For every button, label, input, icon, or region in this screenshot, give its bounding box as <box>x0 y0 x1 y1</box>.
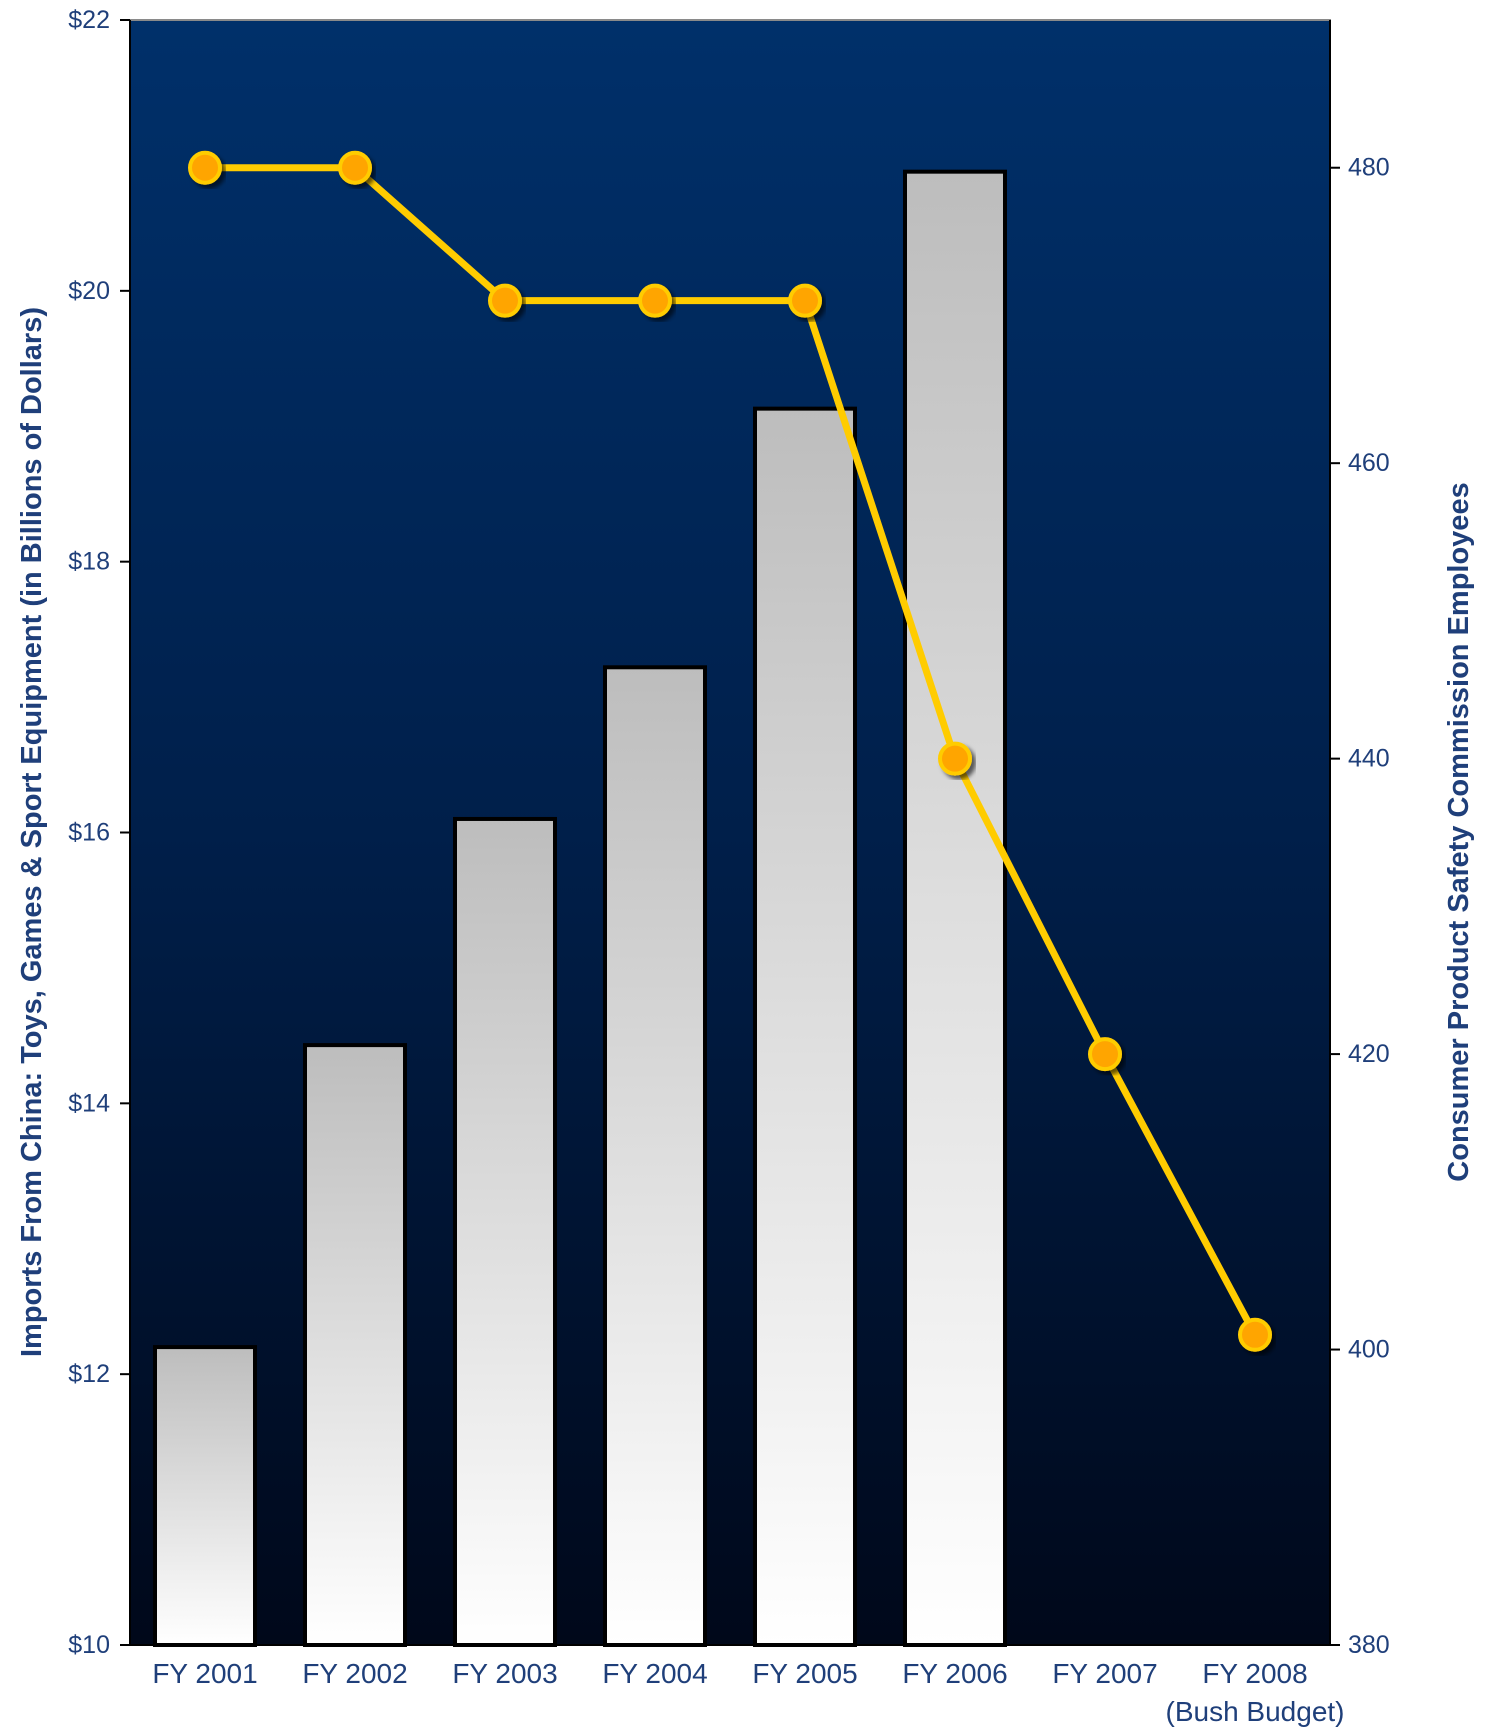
right-tick-label: 480 <box>1348 154 1390 182</box>
bar-fy-2004 <box>603 665 707 1647</box>
x-tick-label: FY 2004 <box>602 1658 707 1689</box>
x-tick-label: FY 2003 <box>452 1658 557 1689</box>
left-tick-label: $18 <box>68 548 110 576</box>
bar-fy-2006 <box>903 169 1007 1648</box>
employee-point-fy-2008 <box>1238 1317 1272 1352</box>
x-axis-ticks: FY 2001 FY 2002 FY 2003 FY 2004 FY 2005 FY 20… <box>152 1658 1344 1727</box>
left-tick-label: $12 <box>68 1360 110 1388</box>
employee-point-fy-2004 <box>638 283 672 318</box>
x-tick-label: FY 2007 <box>1052 1658 1157 1689</box>
right-axis-ticks: 380 400 420 440 460 480 <box>1330 154 1390 1659</box>
right-tick-label: 420 <box>1348 1040 1390 1068</box>
right-tick-label: 400 <box>1348 1336 1390 1364</box>
right-axis-title: Consumer Product Safety Commission Emplo… <box>1443 482 1475 1181</box>
left-tick-label: $20 <box>68 277 110 305</box>
x-tick-label: FY 2006 <box>902 1658 1007 1689</box>
employee-point-fy-2003 <box>488 283 522 318</box>
left-axis-title: Imports From China: Toys, Games & Sport … <box>16 307 48 1357</box>
bar-fy-2005 <box>753 406 857 1647</box>
right-tick-label: 460 <box>1348 449 1390 477</box>
bar-fy-2002 <box>303 1043 407 1647</box>
right-tick-label: 380 <box>1348 1631 1390 1659</box>
employee-point-fy-2006 <box>938 741 972 776</box>
employee-point-fy-2007 <box>1088 1037 1122 1072</box>
left-tick-label: $16 <box>68 819 110 847</box>
x-tick-sublabel: (Bush Budget) <box>1166 1696 1345 1727</box>
x-tick-label: FY 2001 <box>152 1658 257 1689</box>
employee-line <box>205 164 1259 1337</box>
left-tick-label: $22 <box>68 6 110 34</box>
right-tick-label: 440 <box>1348 745 1390 773</box>
bars <box>153 169 1007 1648</box>
left-tick-label: $14 <box>68 1089 110 1117</box>
employee-point-fy-2005 <box>788 283 822 318</box>
employee-point-fy-2001 <box>188 150 222 185</box>
employee-point-fy-2002 <box>338 150 372 185</box>
x-tick-label: FY 2002 <box>302 1658 407 1689</box>
bar-fy-2003 <box>453 816 557 1647</box>
x-tick-label: FY 2008 <box>1202 1658 1307 1689</box>
employee-line-path <box>205 164 1259 1337</box>
bar-fy-2001 <box>153 1345 257 1648</box>
left-tick-label: $10 <box>68 1631 110 1659</box>
left-axis-ticks: $10 $12 $14 $16 $18 $20 $22 <box>68 6 130 1659</box>
employee-markers <box>188 150 1272 1352</box>
x-tick-label: FY 2005 <box>752 1658 857 1689</box>
